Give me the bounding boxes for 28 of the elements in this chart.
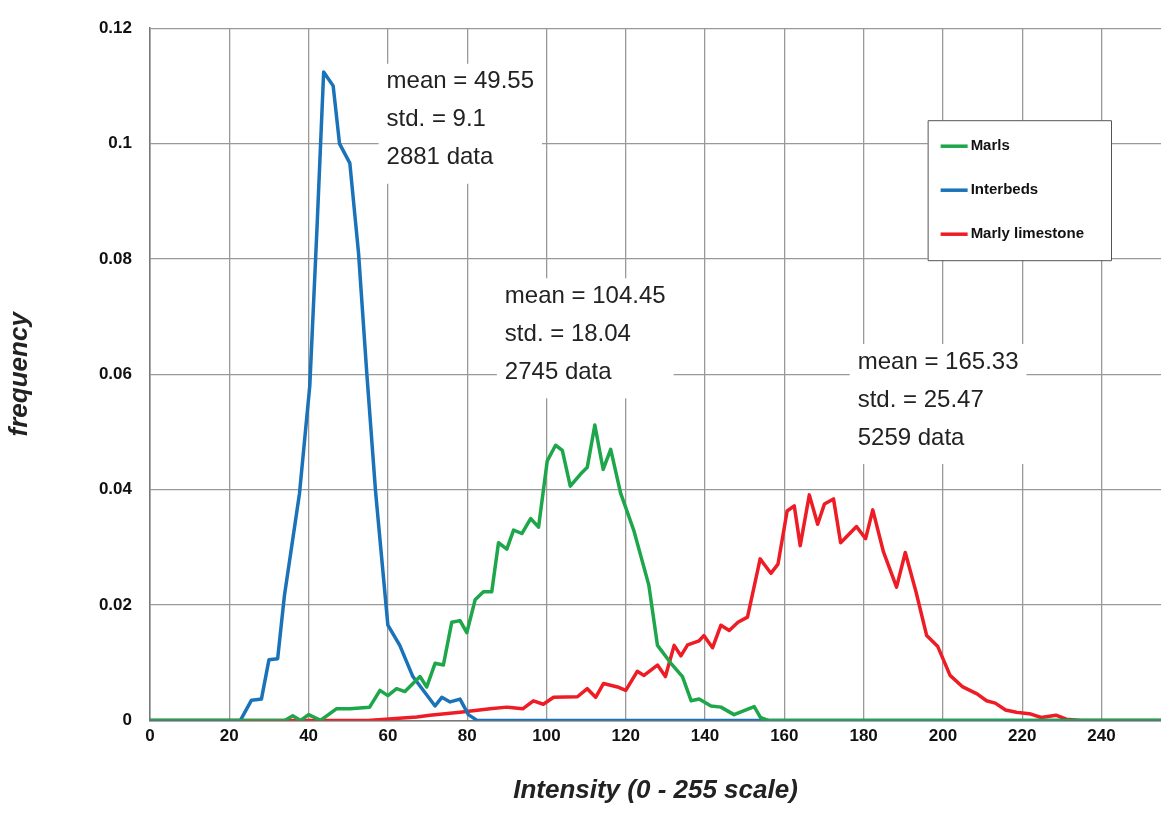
- x-tick-label: 40: [299, 726, 319, 746]
- x-tick-label: 220: [1008, 726, 1037, 746]
- x-axis-title: Intensity (0 - 255 scale): [513, 773, 798, 804]
- legend-label: Marly limestone: [970, 224, 1084, 242]
- annotation: mean = 104.45 std. = 18.04 2745 data: [504, 280, 666, 384]
- x-tick-label: 80: [457, 726, 477, 746]
- x-tick-label: 0: [145, 726, 155, 746]
- annotation: mean = 49.55 std. = 9.1 2881 data: [386, 66, 535, 170]
- y-tick-label: 0.06: [98, 363, 132, 383]
- x-tick-label: 60: [378, 726, 398, 746]
- x-tick-label: 120: [611, 726, 640, 746]
- y-axis-title: frequency: [2, 310, 33, 437]
- annotation: mean = 165.33 std. = 25.47 5259 data: [857, 346, 1019, 450]
- y-tick-label: 0: [122, 710, 132, 730]
- x-tick-label: 240: [1087, 726, 1116, 746]
- y-tick-label: 0.1: [108, 133, 132, 153]
- x-tick-label: 180: [849, 726, 878, 746]
- x-tick-label: 200: [928, 726, 958, 746]
- x-tick-label: 20: [219, 726, 239, 746]
- y-tick-label: 0.02: [98, 594, 132, 614]
- y-tick-label: 0.12: [98, 17, 132, 37]
- legend-label: Interbeds: [970, 180, 1039, 198]
- legend-label: Marls: [970, 136, 1010, 154]
- y-tick-label: 0.04: [98, 479, 133, 499]
- x-tick-label: 140: [690, 726, 720, 746]
- x-tick-label: 160: [770, 726, 799, 746]
- y-tick-label: 0.08: [98, 248, 132, 268]
- x-tick-label: 100: [532, 726, 561, 746]
